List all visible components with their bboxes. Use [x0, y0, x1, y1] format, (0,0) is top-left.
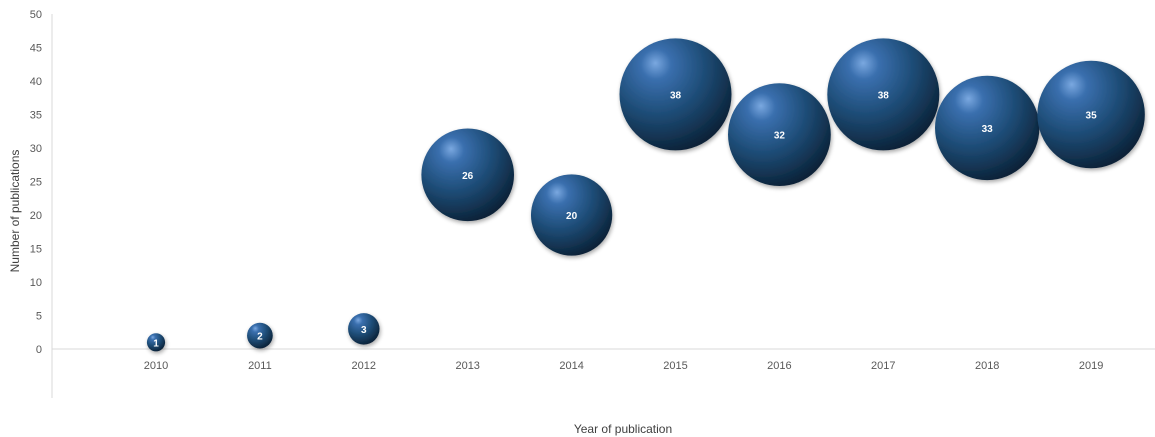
bubble [247, 322, 273, 349]
bubble [728, 83, 831, 186]
x-tick-labels: 2010 2011 2012 2013 2014 2015 2016 2017 2018 2019 [144, 360, 1104, 372]
y-tick-label: 30 [30, 143, 42, 155]
y-tick-label: 10 [30, 277, 42, 289]
x-tick-label: 2011 [248, 360, 272, 372]
bubble-data-label: 2 [257, 332, 263, 343]
x-tick-label: 2018 [975, 360, 999, 372]
y-tick-label: 5 [36, 311, 42, 323]
bubble-data-label: 32 [774, 131, 786, 142]
y-tick-label: 25 [30, 177, 42, 189]
bubble-data-label: 33 [982, 124, 994, 135]
bubbles [146, 38, 1145, 352]
bubble [619, 38, 732, 151]
y-tick-label: 40 [30, 76, 42, 88]
y-tick-label: 50 [30, 9, 42, 21]
x-tick-label: 2017 [871, 360, 895, 372]
bubble [146, 333, 166, 352]
x-tick-label: 2019 [1079, 360, 1103, 372]
bubble-data-label: 1 [153, 338, 159, 349]
x-tick-label: 2012 [352, 360, 376, 372]
data-labels: 1 2 3 26 20 38 32 38 33 35 [153, 90, 1097, 349]
bubble [827, 38, 940, 151]
bubble-data-label: 38 [670, 90, 682, 101]
x-tick-label: 2015 [663, 360, 687, 372]
bubble-data-label: 35 [1086, 111, 1098, 122]
x-tick-label: 2013 [455, 360, 479, 372]
bubble [935, 75, 1040, 181]
y-tick-label: 20 [30, 210, 42, 222]
y-tick-label: 45 [30, 43, 42, 55]
axes [51, 14, 1155, 398]
y-tick-label: 15 [30, 244, 42, 256]
x-tick-label: 2010 [144, 360, 168, 372]
y-tick-label: 0 [36, 344, 42, 356]
x-tick-label: 2016 [767, 360, 791, 372]
y-tick-labels: 0 5 10 15 20 25 30 35 40 45 50 [30, 9, 42, 356]
bubble [530, 174, 613, 256]
x-tick-label: 2014 [559, 360, 583, 372]
bubble-data-label: 38 [878, 90, 890, 101]
bubble-data-label: 26 [462, 171, 474, 182]
bubble [348, 313, 380, 345]
bubble [421, 128, 515, 222]
y-axis-title: Number of publications [8, 150, 22, 273]
bubble [1037, 60, 1145, 169]
bubble-data-label: 3 [361, 325, 367, 336]
bubble-data-label: 20 [566, 211, 578, 222]
y-tick-label: 35 [30, 110, 42, 122]
x-axis-title: Year of publication [574, 422, 672, 436]
